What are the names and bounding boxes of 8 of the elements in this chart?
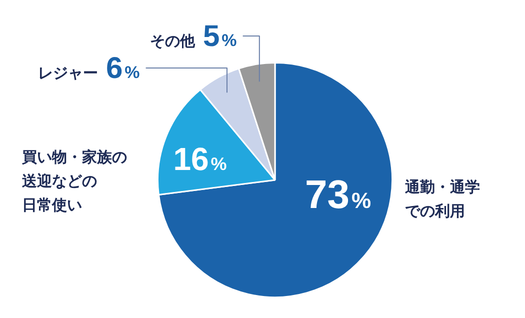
- data-label: 16%: [173, 141, 227, 177]
- slice-label: 通勤・通学での利用: [404, 179, 480, 220]
- data-label: 73%: [304, 173, 372, 217]
- slice-label: その他: [150, 33, 196, 50]
- data-label: 6%: [106, 52, 140, 85]
- slice-label: レジャー: [38, 65, 98, 82]
- data-label: 5%: [203, 20, 237, 53]
- slice-label: 買い物・家族の送迎などの日常使い: [21, 148, 127, 214]
